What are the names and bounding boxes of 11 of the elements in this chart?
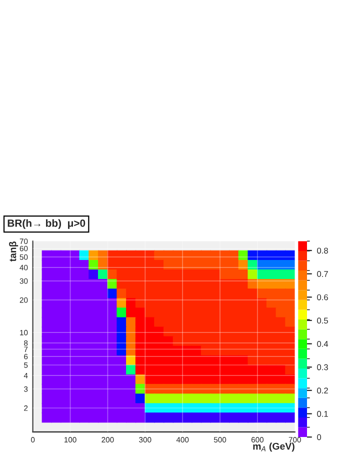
- color-bar-label: 0.6: [317, 294, 328, 300]
- y-axis-title: tanβ: [9, 241, 18, 262]
- color-bar-label: 0.7: [317, 271, 328, 277]
- color-bar-label: 0.1: [317, 410, 328, 417]
- color-bar-label: 0.4: [317, 340, 328, 347]
- color-bar-label: 0.2: [317, 388, 328, 394]
- color-bar-label: 0.8: [317, 248, 328, 254]
- color-bar-label: 0.3: [317, 364, 328, 370]
- x-axis-title: m$_{A}$ (GeV): [253, 442, 294, 452]
- color-bar-label: 0.5: [317, 318, 328, 324]
- chart-title: BR(h→ bb) μ>0: [8, 219, 86, 229]
